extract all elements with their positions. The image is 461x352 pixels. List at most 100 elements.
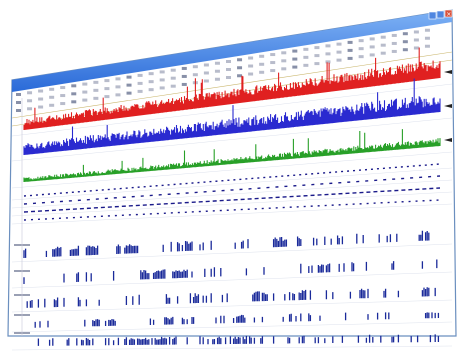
toolbar-icon[interactable] [38,89,44,93]
toolbar-icon[interactable] [104,95,110,99]
toolbar-icon[interactable] [203,71,209,75]
toolbar-icon[interactable] [159,86,165,90]
minimize-button[interactable] [428,11,437,20]
toolbar-icon[interactable] [259,54,265,58]
toolbar-icon[interactable] [226,76,231,79]
toolbar-icon[interactable] [303,47,309,51]
toolbar-icon[interactable] [314,62,320,66]
toolbar-icon[interactable] [413,46,419,50]
toolbar-icon[interactable] [237,74,243,78]
toolbar-icon[interactable] [325,44,331,48]
toolbar-icon[interactable] [170,76,176,80]
toolbar-icon[interactable] [325,60,331,64]
toolbar-icon[interactable] [402,32,408,36]
toolbar-icon[interactable] [248,64,254,68]
toolbar-icon[interactable] [424,44,430,48]
toolbar-icon[interactable] [292,49,298,53]
toolbar-icon[interactable] [391,49,397,53]
toolbar-icon[interactable] [369,53,375,57]
toolbar-icon[interactable] [159,78,165,82]
toolbar-icon[interactable] [181,66,187,70]
toolbar-icon[interactable] [270,61,276,65]
toolbar-icon[interactable] [303,55,309,59]
toolbar-icon[interactable] [281,59,287,63]
toolbar-icon[interactable] [358,47,364,51]
toolbar-icon[interactable] [126,75,132,79]
toolbar-row[interactable] [16,36,430,104]
toolbar-icon[interactable] [49,87,55,91]
toolbar-icon[interactable] [104,79,110,83]
toolbar-icon[interactable] [358,39,364,43]
toolbar-icon[interactable] [314,46,320,50]
toolbar-icon[interactable] [60,86,66,90]
toolbar-icon[interactable] [369,45,375,49]
toolbar-icon[interactable] [347,56,353,60]
toolbar-icon[interactable] [391,41,397,45]
toolbar-icon[interactable] [27,107,33,111]
toolbar-icon[interactable] [16,109,21,112]
toolbar-icon[interactable] [71,84,77,88]
toolbar-icon[interactable] [314,54,320,58]
toolbar-icon[interactable] [27,91,33,95]
toolbar-icon[interactable] [38,97,44,101]
title-bar[interactable] [12,10,452,92]
toolbar-icon[interactable] [358,55,364,59]
toolbar-icon[interactable] [214,77,220,81]
toolbar-icon[interactable] [181,74,187,78]
toolbar-icon[interactable] [203,79,209,83]
toolbar-icon[interactable] [82,98,88,102]
toolbar-icon[interactable] [402,48,408,52]
toolbar-icon[interactable] [237,58,243,62]
toolbar-icon[interactable] [413,30,419,34]
toolbar-icon[interactable] [292,65,298,69]
toolbar-icon[interactable] [248,56,254,60]
toolbar-icon[interactable] [71,100,77,104]
toolbar-icon[interactable] [192,65,198,69]
toolbar-icon[interactable] [181,82,187,86]
toolbar-icon[interactable] [115,77,121,81]
toolbar-icon[interactable] [292,57,298,61]
toolbar-icon[interactable] [148,80,154,84]
toolbar-icon[interactable] [391,33,397,37]
toolbar-icon[interactable] [347,40,353,44]
toolbar-icon[interactable] [270,69,276,73]
toolbar-icon[interactable] [137,81,143,85]
toolbar-icon[interactable] [159,70,165,74]
toolbar-icon[interactable] [303,63,309,67]
toolbar-icon[interactable] [226,68,231,71]
toolbar-icon[interactable] [60,102,66,106]
toolbar-icon[interactable] [424,36,430,40]
toolbar-icon[interactable] [27,99,33,103]
toolbar-icon[interactable] [49,103,55,107]
toolbar-icon[interactable] [413,38,419,42]
toolbar-icon[interactable] [104,87,110,91]
toolbar-icon[interactable] [214,69,220,73]
toolbar-icon[interactable] [380,35,386,39]
toolbar-row[interactable] [16,28,430,96]
maximize-button[interactable] [436,10,445,19]
toolbar-icon[interactable] [60,94,66,98]
toolbar-icon[interactable] [93,80,99,84]
toolbar-icon[interactable] [170,84,176,88]
toolbar-icon[interactable] [82,90,88,94]
toolbar-icon[interactable] [126,91,132,95]
toolbar-icon[interactable] [93,88,99,92]
toolbar-icon[interactable] [126,83,132,87]
toolbar-icon[interactable] [336,42,342,46]
toolbar-icon[interactable] [402,40,408,44]
toolbar-icon[interactable] [259,62,265,66]
toolbar-icon[interactable] [380,51,386,55]
toolbar-icon[interactable] [49,95,55,99]
toolbar-icon[interactable] [347,48,353,52]
toolbar-icon[interactable] [281,67,287,71]
toolbar-icon[interactable] [148,72,154,76]
toolbar-icon[interactable] [325,52,331,56]
toolbar-icon[interactable] [115,85,121,89]
close-button[interactable] [444,9,453,18]
toolbar-icon[interactable] [137,73,143,77]
toolbar-icon[interactable] [137,89,143,93]
toolbar-icon[interactable] [82,82,88,86]
toolbar-icon[interactable] [71,92,77,96]
toolbar-icon[interactable] [192,73,198,77]
toolbar-icon[interactable] [259,70,265,74]
